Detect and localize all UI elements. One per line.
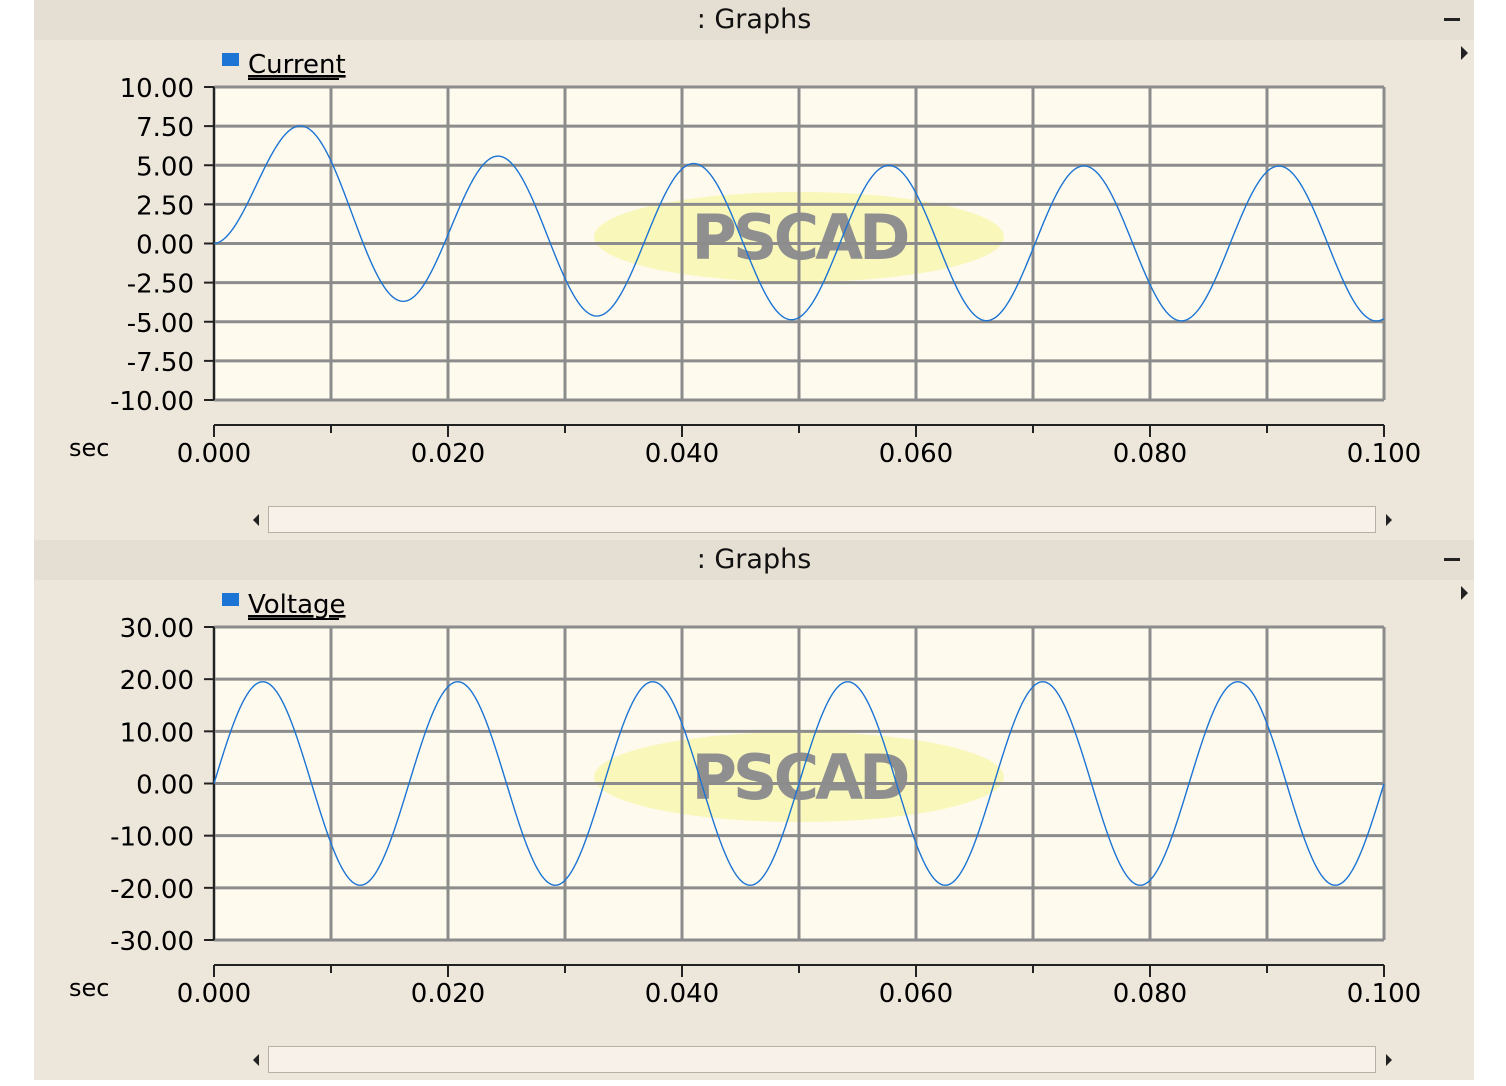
minimize-button[interactable]	[1444, 18, 1460, 21]
legend-label[interactable]: Voltage	[248, 590, 346, 620]
x-tick-label: 0.080	[1113, 979, 1187, 1009]
expand-arrow-icon[interactable]	[1461, 46, 1468, 60]
y-tick-label: 10.00	[120, 74, 194, 104]
y-tick-label: -20.00	[110, 875, 194, 905]
x-axis-strip	[34, 422, 1474, 500]
horizontal-scrollbar[interactable]	[244, 506, 1392, 533]
scroll-track[interactable]	[268, 506, 1376, 533]
voltage-chart: PSCAD 30.00 20.00 10.00 0.00 -10.00 -20.00 -30.…	[34, 590, 1474, 1040]
series-line-current	[213, 125, 1385, 322]
watermark-text: PSCAD	[691, 201, 908, 274]
y-tick-label: -10.00	[110, 823, 194, 853]
y-tick-label: 10.00	[120, 718, 194, 748]
scroll-right-arrow-icon[interactable]	[1377, 506, 1401, 533]
scroll-right-arrow-icon[interactable]	[1377, 1046, 1401, 1073]
y-tick-label: 5.00	[136, 152, 194, 182]
x-tick-label: 0.000	[177, 979, 251, 1009]
legend-entry[interactable]: Voltage	[222, 590, 346, 620]
legend-swatch	[222, 53, 239, 66]
x-axis-label: sec	[69, 434, 109, 462]
scroll-track[interactable]	[268, 1046, 1376, 1073]
y-tick-label: -2.50	[127, 270, 194, 300]
scroll-left-arrow-icon[interactable]	[244, 506, 268, 533]
x-tick-label: 0.060	[879, 439, 953, 469]
y-tick-label: 20.00	[120, 666, 194, 696]
x-tick-label: 0.000	[177, 439, 251, 469]
graph-panel-current: : Graphs PSCAD 10.00 7.50 5.00 2.50 0.00 -2.50…	[34, 0, 1474, 540]
y-tick-label: -30.00	[110, 927, 194, 957]
legend-swatch	[222, 593, 239, 606]
x-tick-label: 0.100	[1347, 979, 1421, 1009]
x-tick-label: 0.040	[645, 979, 719, 1009]
y-tick-label: 2.50	[136, 191, 194, 221]
x-tick-label: 0.040	[645, 439, 719, 469]
x-tick-label: 0.020	[411, 439, 485, 469]
legend-entry[interactable]: Current	[222, 50, 346, 80]
y-tick-label: 0.00	[136, 771, 194, 801]
legend-label[interactable]: Current	[248, 50, 346, 80]
x-tick-label: 0.100	[1347, 439, 1421, 469]
horizontal-scrollbar[interactable]	[244, 1046, 1392, 1073]
graph-panel-voltage: : Graphs PSCAD 30.00 20.00 10.00 0.00 -10.00 -…	[34, 540, 1474, 1080]
y-tick-label: -5.00	[127, 309, 194, 339]
x-axis-label: sec	[69, 974, 109, 1002]
x-tick-label: 0.060	[879, 979, 953, 1009]
y-tick-label: -10.00	[110, 387, 194, 417]
panel-title: : Graphs	[34, 0, 1474, 40]
current-chart: PSCAD 10.00 7.50 5.00 2.50 0.00 -2.50 -5.00 -7.5…	[34, 50, 1474, 500]
watermark-text: PSCAD	[691, 741, 908, 814]
x-tick-label: 0.080	[1113, 439, 1187, 469]
minimize-button[interactable]	[1444, 558, 1460, 561]
y-tick-label: 30.00	[120, 614, 194, 644]
y-tick-label: 7.50	[136, 113, 194, 143]
panel-title: : Graphs	[34, 540, 1474, 580]
expand-arrow-icon[interactable]	[1461, 586, 1468, 600]
x-axis-strip	[34, 962, 1474, 1040]
y-tick-label: -7.50	[127, 348, 194, 378]
scroll-left-arrow-icon[interactable]	[244, 1046, 268, 1073]
series-line-voltage	[213, 681, 1385, 886]
y-tick-label: 0.00	[136, 231, 194, 261]
x-tick-label: 0.020	[411, 979, 485, 1009]
